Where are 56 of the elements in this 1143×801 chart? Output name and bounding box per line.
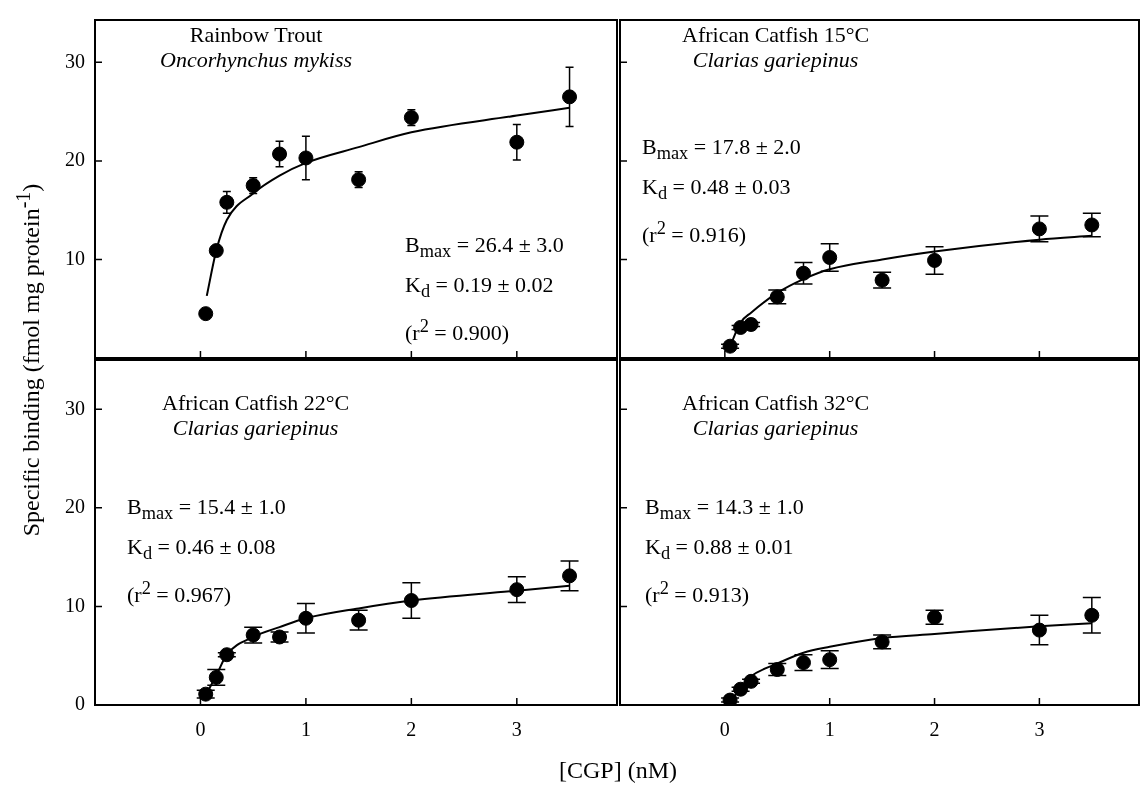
point xyxy=(927,252,943,268)
text: Oncorhynchus mykiss xyxy=(160,47,353,72)
x-tick-label: 1 xyxy=(824,718,835,741)
x-tick-label: 2 xyxy=(406,718,417,741)
annotation: (r$^{2}$ = 0.900) xyxy=(405,314,511,348)
y-tick-label: 10 xyxy=(65,593,85,616)
y-tick-label: 30 xyxy=(65,396,85,419)
y-tick-label: 0 xyxy=(75,692,85,715)
text: African Catfish 32°C xyxy=(682,390,870,415)
point xyxy=(219,647,235,663)
x-tick-label: 0 xyxy=(719,718,730,741)
y-tick-label: 20 xyxy=(65,148,85,171)
point xyxy=(509,134,525,150)
text: Clarias gariepinus xyxy=(691,415,860,440)
text: Clarias gariepinus xyxy=(691,47,860,72)
x-tick-label: 2 xyxy=(929,718,940,741)
point xyxy=(272,146,288,162)
point xyxy=(1084,607,1100,623)
point xyxy=(198,306,214,322)
x-tick-label: 1 xyxy=(300,718,311,741)
point xyxy=(743,673,759,689)
point xyxy=(298,150,314,166)
point xyxy=(219,194,235,210)
point xyxy=(1031,622,1047,638)
point xyxy=(562,89,578,105)
y-tick-label: 20 xyxy=(65,495,85,518)
text: African Catfish 22°C xyxy=(162,390,350,415)
point xyxy=(1031,221,1047,237)
text: Clarias gariepinus xyxy=(171,415,340,440)
point xyxy=(733,681,749,697)
x-tick-label: 3 xyxy=(1034,718,1045,741)
point xyxy=(1084,217,1100,233)
annotation: K$_{d}$ = 0.88 ± 0.01 xyxy=(645,533,795,566)
point xyxy=(822,249,838,265)
annotation: K$_{d}$ = 0.48 ± 0.03 xyxy=(642,173,792,206)
annotation: (r$^{2}$ = 0.967) xyxy=(127,576,233,610)
annotation: B$_{max}$ = 26.4 ± 3.0 xyxy=(405,231,564,264)
chart-title: African Catfish 15°C xyxy=(682,22,870,47)
point xyxy=(509,582,525,598)
y-tick-label: 10 xyxy=(65,246,85,269)
point xyxy=(403,593,419,609)
chart-title: Rainbow Trout xyxy=(188,22,324,47)
annotation: (r$^{2}$ = 0.913) xyxy=(645,576,751,610)
x-axis-title: [CGP] (nM) xyxy=(559,756,677,784)
point xyxy=(298,610,314,626)
y-tick-label: 30 xyxy=(65,49,85,72)
x-tick-label: 0 xyxy=(195,718,206,741)
point xyxy=(562,568,578,584)
annotation: (r$^{2}$ = 0.916) xyxy=(642,216,748,250)
annotation: B$_{max}$ = 15.4 ± 1.0 xyxy=(127,493,286,526)
point xyxy=(208,243,224,259)
annotation: B$_{max}$ = 17.8 ± 2.0 xyxy=(642,133,801,166)
annotation: K$_{d}$ = 0.19 ± 0.02 xyxy=(405,271,555,304)
annotation: K$_{d}$ = 0.46 ± 0.08 xyxy=(127,533,277,566)
x-tick-label: 3 xyxy=(511,718,522,741)
annotation: B$_{max}$ = 14.3 ± 1.0 xyxy=(645,493,804,526)
